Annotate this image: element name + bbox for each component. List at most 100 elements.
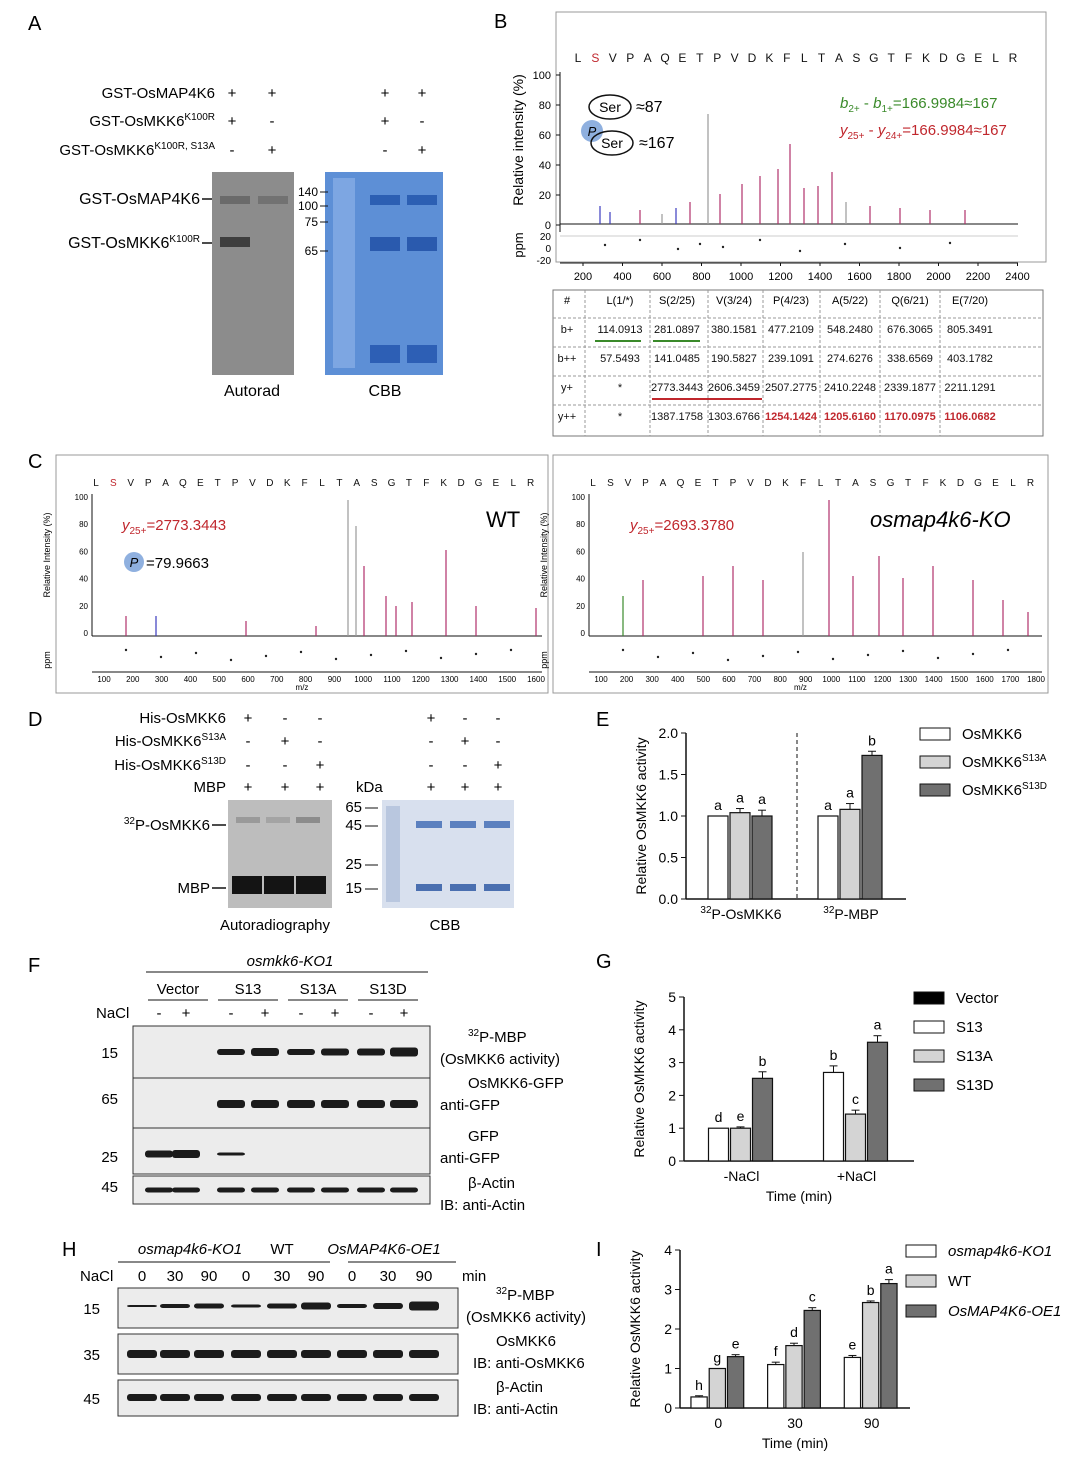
legend-label-sup: S13A [1022,753,1047,764]
peptide-residue: A [353,478,360,489]
table-cell: 239.1091 [768,353,814,365]
table-frame [552,289,1044,437]
c-ytick: 40 [79,575,88,584]
d-mark: + [316,779,325,796]
chart-ytick: 0 [668,1153,676,1169]
c-ppm-point [866,653,870,657]
chart-sig-letter: a [736,790,744,806]
peptide-residue: K [765,51,773,65]
d-marker: 45 [345,817,362,834]
f-group-label: Vector [157,981,200,998]
peptide-residue: K [922,51,930,65]
a-mark: + [418,142,427,159]
chart-category: 32P-OsMKK6 [700,905,781,922]
h-blot-label1: OsMKK6 [496,1333,556,1350]
c-ppm-label: ppm [42,651,52,669]
legend-swatch [905,1304,937,1318]
d-cbb-band [484,821,510,828]
c-xtick: 200 [620,675,634,684]
legend-label: S13 [956,1019,983,1036]
chart-bar [729,1127,752,1162]
c-xtick: 700 [748,675,762,684]
c-xtick: 1400 [470,675,488,684]
table-cell: 1205.6160 [824,411,876,423]
table-cell: 1106.0682 [944,411,995,423]
chart-bar [726,1356,745,1409]
peptide-residue: E [493,478,500,489]
b-ytick: 100 [533,70,551,82]
peptide-residue: R [1009,51,1018,65]
f-group-label: S13 [235,981,262,998]
h-nacl-label: NaCl [80,1268,113,1285]
d-mark: - [283,710,288,727]
c-xtick: 200 [126,675,140,684]
table-cell: 2606.3459 [708,382,760,394]
peptide-residue: L [801,51,808,65]
legend-label: OsMAP4K6-OE1 [948,1303,1061,1320]
legend-label-sup: S13D [1022,781,1047,792]
chart-ylabel: Relative OsMKK6 activity [633,737,649,894]
h-band [231,1304,261,1308]
peptide-residue: L [590,478,596,489]
legend-swatch [913,1078,945,1092]
chart-sig-letter: b [867,1282,875,1298]
peptide-residue: F [800,478,806,489]
c-ppm-point [796,650,800,654]
chart-ytick: 1 [668,1120,676,1136]
c-ppm-point [474,652,478,656]
peptide-residue: E [197,478,204,489]
h-band [337,1394,367,1401]
c-ppm-point [299,650,303,654]
legend-label: S13A [956,1048,993,1065]
chart-ytick: 0.5 [659,850,679,866]
c-ytick: 0 [581,629,586,638]
f-group-label: S13A [300,981,337,998]
h-time: 30 [167,1268,184,1285]
f-band [390,1187,418,1193]
chart-bar [803,1309,821,1409]
c-xtick: 1200 [874,675,892,684]
peptide-residue: L [319,478,325,489]
legend-label: OsMKK6S13D [962,781,1047,799]
chart-sig-letter: e [737,1108,745,1124]
legend-swatch [905,1244,937,1258]
c-ko-label: osmap4k6-KO [870,507,1011,532]
d-row4-label: MBP [193,779,226,796]
ser-value: ≈87 [636,99,663,116]
chart-bar [690,1396,708,1409]
c-xtick: 1700 [1002,675,1020,684]
c-ppm-point [194,651,198,655]
panel-b-letter: B [494,11,507,33]
chart-ytick: 2 [664,1321,672,1337]
b-xtick: 1600 [847,271,871,283]
table-cell: b++ [558,353,577,365]
h-band [160,1394,190,1401]
f-band [287,1049,315,1055]
f-blot-label1: GFP [468,1128,499,1145]
ser-text: Ser [599,99,621,115]
h-group-label: WT [270,1241,293,1258]
chart-bar [880,1282,898,1409]
peptide-residue: G [388,478,396,489]
d-band-label-1: 32P-OsMKK6 [124,816,210,834]
peptide-residue: S [591,51,599,65]
c-ppm-point [124,648,128,652]
legend-label: WT [948,1273,971,1290]
c-ko-y25: y25+=2693.3780 [629,517,734,537]
peptide-residue: T [336,478,342,489]
c-xtick: 1200 [412,675,430,684]
chart-sig-letter: g [713,1350,721,1366]
h-blot-label2: IB: anti-OsMKK6 [473,1355,585,1372]
chart-category-sup: 32 [823,905,835,916]
d-marker: 25 [345,856,362,873]
chart-sig-letter: a [885,1261,893,1277]
f-blot-label1: 32P-MBP [468,1028,527,1046]
d-band [266,817,290,823]
c-xtick: 1600 [976,675,994,684]
b-ppm-point [603,243,607,247]
f-band [357,1187,385,1193]
table-cell: y++ [558,411,576,423]
peptide-residue: L [93,478,99,489]
peptide-residue: A [660,478,667,489]
